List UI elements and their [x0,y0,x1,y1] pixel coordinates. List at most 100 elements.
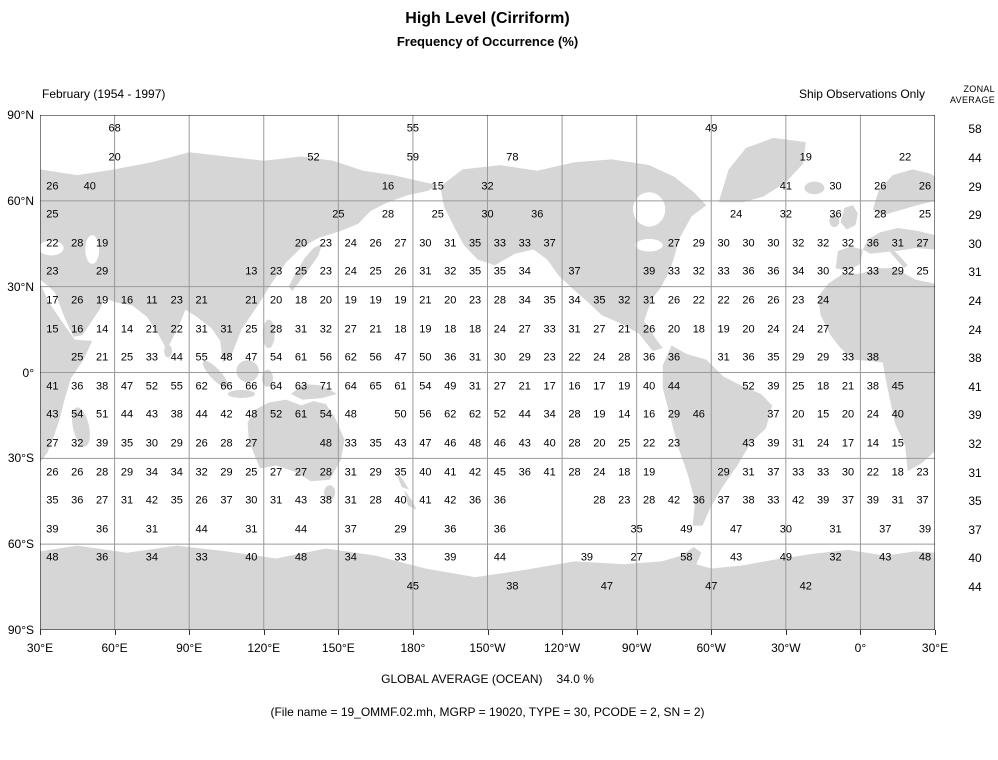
grid-value: 27 [270,466,283,479]
grid-value: 40 [642,380,656,393]
grid-value: 26 [369,237,382,250]
grid-value: 29 [120,466,134,479]
grid-value: 62 [444,408,457,421]
grid-value: 29 [717,466,730,479]
grid-value: 34 [145,551,158,564]
grid-value: 35 [369,437,382,450]
grid-value: 30 [245,494,258,507]
grid-value: 15 [817,408,830,421]
island-java [227,389,256,398]
zonal-average-value: 29 [968,179,982,194]
grid-value: 54 [71,408,84,421]
lon-axis-label: 30°W [771,641,801,655]
grid-value: 27 [593,323,606,336]
grid-value: 25 [332,208,345,221]
grid-value: 28 [381,208,395,221]
grid-value: 37 [220,494,233,507]
grid-value: 40 [891,408,904,421]
grid-value: 14 [96,323,109,336]
grid-value: 27 [630,551,643,564]
grid-value: 62 [195,380,208,393]
grid-value: 31 [120,494,134,507]
lon-axis-label: 120°E [247,641,281,655]
grid-value: 28 [96,466,109,479]
grid-value: 43 [518,437,531,450]
grid-value: 62 [468,408,482,421]
grid-value: 23 [667,437,681,450]
grid-value: 47 [245,351,258,364]
axis-tick [40,630,41,635]
grid-value: 30 [767,237,780,250]
grid-value: 28 [220,437,233,450]
grid-value: 64 [344,380,357,393]
grid-value: 25 [369,265,382,278]
grid-value: 33 [717,265,730,278]
grid-value: 50 [419,351,432,364]
grid-value: 24 [493,323,507,336]
grid-value: 31 [742,466,755,479]
grid-value: 16 [642,408,656,421]
grid-value: 32 [444,265,457,278]
grid-value: 26 [767,294,780,307]
grid-value: 28 [568,408,581,421]
grid-value: 29 [394,523,407,536]
grid-value: 42 [145,494,158,507]
grid-value: 32 [817,237,830,250]
grid-value: 22 [692,294,705,307]
region-iberia [835,246,863,271]
grid-value: 58 [680,551,693,564]
grid-value: 39 [866,494,879,507]
grid-value: 29 [792,351,805,364]
grid-value: 21 [419,294,432,307]
grid-value: 40 [394,494,407,507]
page-title: High Level (Cirriform) [405,10,570,27]
grid-value: 35 [120,437,134,450]
grid-value: 31 [419,265,432,278]
sea-black [40,240,64,256]
grid-value: 39 [767,380,780,393]
grid-value: 48 [918,551,932,564]
lon-axis-label: 180° [400,641,426,655]
grid-value: 34 [344,551,357,564]
grid-value: 27 [916,237,929,250]
zonal-average-value: 35 [968,494,982,509]
island-britain [840,205,858,230]
grid-value: 18 [891,466,904,479]
grid-value: 20 [667,323,681,336]
grid-value: 34 [518,265,531,278]
grid-value: 66 [245,380,258,393]
grid-value: 55 [195,351,208,364]
grid-value: 41 [46,380,59,393]
grid-value: 50 [394,408,407,421]
grid-value: 20 [742,323,755,336]
grid-value: 34 [792,265,805,278]
world-map [40,115,935,630]
grid-value: 31 [468,351,482,364]
grid-value: 30 [419,237,432,250]
grid-value: 27 [518,323,531,336]
grid-value: 48 [344,408,357,421]
grid-value: 25 [71,351,84,364]
grid-value: 35 [543,294,556,307]
grid-value: 54 [270,351,283,364]
grid-value: 29 [891,265,904,278]
grid-value: 43 [729,551,743,564]
grid-value: 37 [767,408,780,421]
grid-value: 45 [406,580,420,593]
grid-value: 20 [444,294,457,307]
island-greenland [718,137,806,203]
grid-value: 26 [667,294,681,307]
lat-axis-label: 30°S [7,451,34,466]
grid-value: 28 [270,323,283,336]
grid-value: 26 [874,180,887,193]
grid-value: 26 [46,466,59,479]
grid-value: 28 [568,466,581,479]
grid-value: 19 [419,323,432,336]
grid-value: 36 [468,494,482,507]
grid-value: 13 [245,265,258,278]
grid-value: 27 [46,437,59,450]
grid-value: 49 [705,122,718,135]
grid-value: 29 [692,237,705,250]
grid-value: 24 [593,466,606,479]
grid-value: 48 [245,408,258,421]
